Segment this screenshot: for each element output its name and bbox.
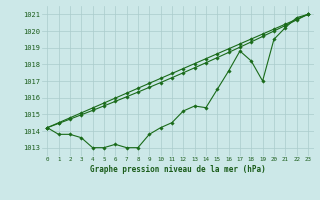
X-axis label: Graphe pression niveau de la mer (hPa): Graphe pression niveau de la mer (hPa) [90,165,266,174]
